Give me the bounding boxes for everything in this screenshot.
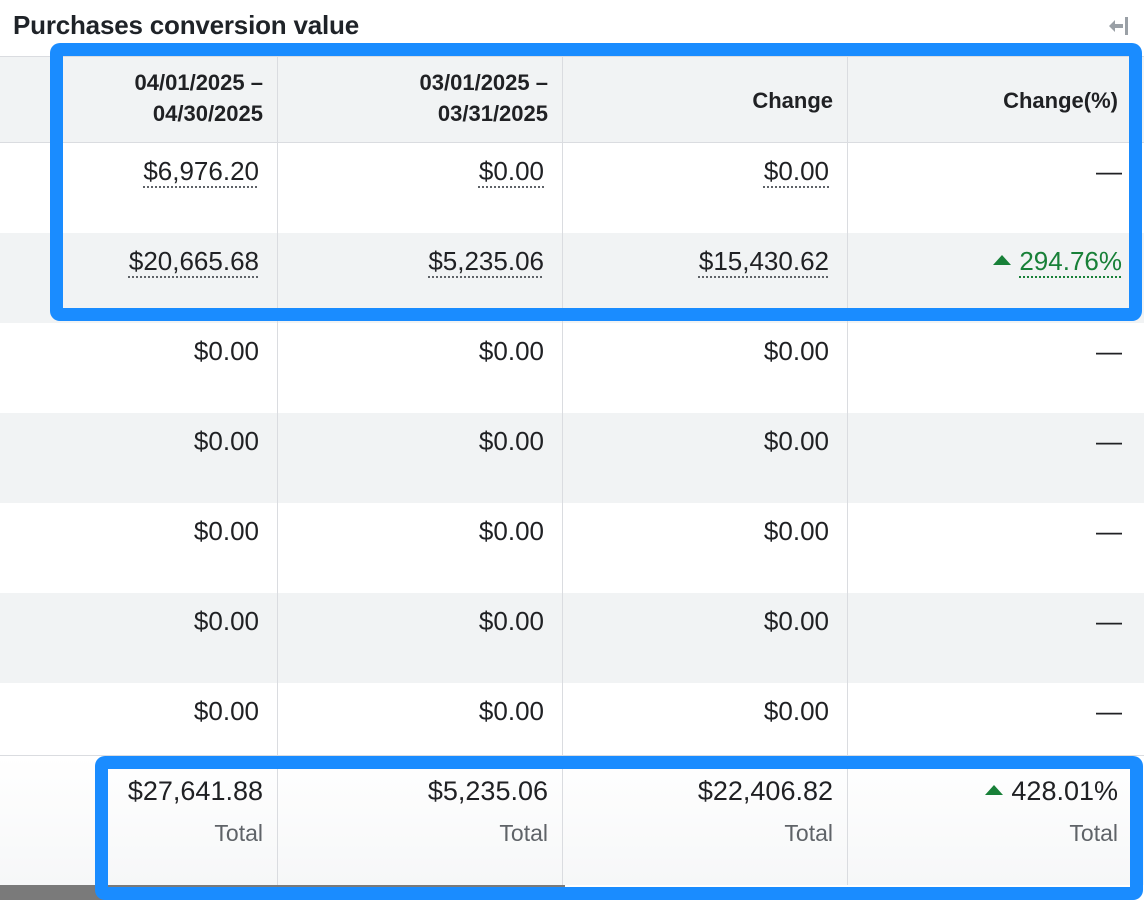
row-change-percent: — — [1096, 426, 1122, 456]
total-label: Total — [784, 820, 833, 846]
header-previous-period[interactable]: 03/01/2025 – 03/31/2025 — [277, 57, 562, 142]
row-previous-value[interactable]: $0.00 — [478, 156, 544, 186]
table-row: $0.00 $0.00 $0.00 — — [0, 323, 1144, 413]
row-change-value: $0.00 — [763, 696, 829, 726]
horizontal-scrollbar[interactable] — [0, 885, 565, 900]
totals-row: $27,641.88 Total $5,235.06 Total $22,406… — [0, 755, 1144, 885]
total-previous-value: $5,235.06 — [427, 776, 548, 806]
row-change-percent[interactable]: 294.76% — [993, 246, 1122, 277]
row-change-value: $0.00 — [763, 606, 829, 636]
row-change-value: $0.00 — [763, 336, 829, 366]
total-current-value: $27,641.88 — [127, 776, 263, 806]
row-change-value[interactable]: $15,430.62 — [698, 246, 829, 276]
row-change-value: $0.00 — [763, 426, 829, 456]
header-current-period[interactable]: 04/01/2025 – 04/30/2025 — [134, 70, 263, 126]
row-current-value[interactable]: $20,665.68 — [128, 246, 259, 276]
card-title: Purchases conversion value — [13, 10, 359, 40]
row-previous-value: $0.00 — [478, 606, 544, 636]
row-current-value: $0.00 — [193, 336, 259, 366]
table-row: $6,976.20 $0.00 $0.00 — — [0, 143, 1144, 233]
header-change[interactable]: Change — [562, 57, 847, 142]
header-change-percent[interactable]: Change(%) — [847, 57, 1144, 142]
row-current-value: $0.00 — [193, 516, 259, 546]
row-previous-value[interactable]: $5,235.06 — [428, 246, 544, 276]
table-row: $0.00 $0.00 $0.00 — — [0, 683, 1144, 755]
row-current-value: $0.00 — [193, 606, 259, 636]
card-header: Purchases conversion value — [0, 0, 1144, 57]
row-change-percent: — — [1096, 336, 1122, 366]
trend-up-icon — [985, 785, 1004, 795]
row-previous-value: $0.00 — [478, 696, 544, 726]
row-previous-value: $0.00 — [478, 426, 544, 456]
trend-up-icon — [993, 255, 1012, 265]
table-row: $0.00 $0.00 $0.00 — — [0, 593, 1144, 683]
row-change-value[interactable]: $0.00 — [763, 156, 829, 186]
row-change-percent: — — [1096, 696, 1122, 726]
total-change-value: $22,406.82 — [697, 776, 833, 806]
total-change-percent: 428.01% — [985, 776, 1118, 807]
table-row: $20,665.68 $5,235.06 $15,430.62 294.76% — [0, 233, 1144, 323]
total-label: Total — [1069, 820, 1118, 846]
row-change-percent: — — [1096, 156, 1122, 186]
header-label-cell — [0, 57, 63, 142]
total-label: Total — [214, 820, 263, 846]
row-change-percent: — — [1096, 516, 1122, 546]
table-row: $0.00 $0.00 $0.00 — — [0, 503, 1144, 593]
row-previous-value: $0.00 — [478, 336, 544, 366]
table-header: 04/01/2025 – 04/30/2025 03/01/2025 – 03/… — [0, 57, 1144, 143]
row-current-value: $0.00 — [193, 696, 259, 726]
table-row: $0.00 $0.00 $0.00 — — [0, 413, 1144, 503]
collapse-panel-icon[interactable] — [1106, 14, 1130, 38]
row-change-value: $0.00 — [763, 516, 829, 546]
row-current-value: $0.00 — [193, 426, 259, 456]
total-label: Total — [499, 820, 548, 846]
row-current-value[interactable]: $6,976.20 — [143, 156, 259, 186]
row-previous-value: $0.00 — [478, 516, 544, 546]
row-change-percent: — — [1096, 606, 1122, 636]
